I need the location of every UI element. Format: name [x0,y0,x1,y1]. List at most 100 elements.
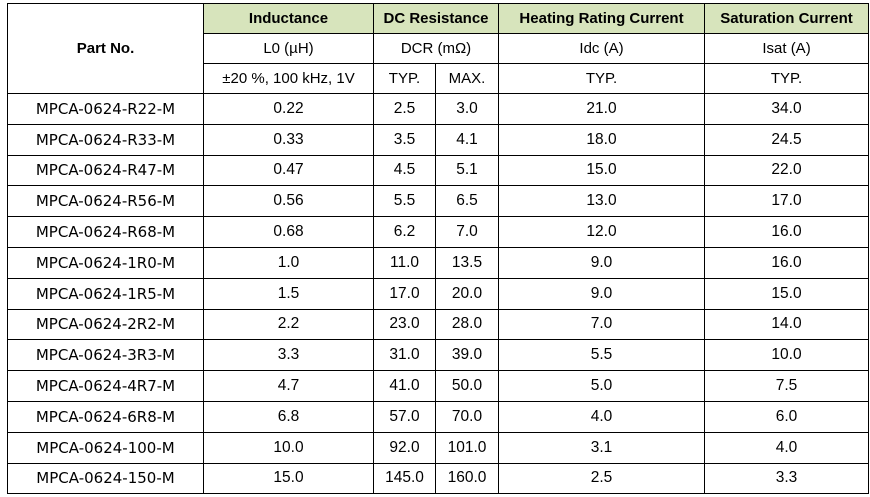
table-row: MPCA-0624-1R0-M 1.0 11.0 13.5 9.0 16.0 [7,246,870,279]
dcr-typ-cell: 41.0 [373,370,436,402]
idc-cell: 7.0 [498,308,706,341]
condition-dcr-typ: TYP. [373,63,436,94]
table-row: MPCA-0624-2R2-M 2.2 23.0 28.0 7.0 14.0 [7,308,870,341]
table-row: MPCA-0624-4R7-M 4.7 41.0 50.0 5.0 7.5 [7,370,870,402]
dcr-typ-cell: 57.0 [373,400,436,433]
unit-isat: Isat (A) [704,33,870,64]
part-number-cell: MPCA-0624-R56-M [7,185,204,218]
isat-cell: 17.0 [704,185,870,218]
idc-cell: 21.0 [498,93,706,125]
isat-cell: 6.0 [704,400,870,433]
part-number-cell: MPCA-0624-1R0-M [7,246,204,279]
table-row: MPCA-0624-1R5-M 1.5 17.0 20.0 9.0 15.0 [7,277,870,310]
dcr-max-cell: 101.0 [434,431,500,464]
idc-cell: 2.5 [498,462,706,495]
part-number-cell: MPCA-0624-R47-M [7,154,204,187]
idc-cell: 15.0 [498,154,706,187]
table-row: MPCA-0624-R47-M 0.47 4.5 5.1 15.0 22.0 [7,154,870,187]
isat-cell: 10.0 [704,339,870,372]
table-row: MPCA-0624-R56-M 0.56 5.5 6.5 13.0 17.0 [7,185,870,218]
header-row-groups: Part No. Inductance DC Resistance Heatin… [7,3,870,94]
header-saturation-current: Saturation Current [704,3,870,34]
unit-idc: Idc (A) [498,33,706,64]
idc-cell: 18.0 [498,123,706,156]
header-heating-rating-current: Heating Rating Current [498,3,706,34]
inductance-cell: 0.47 [203,154,374,187]
dcr-typ-cell: 3.5 [373,123,436,156]
dcr-max-cell: 39.0 [434,339,500,372]
isat-cell: 7.5 [704,370,870,402]
condition-inductance: ±20 %, 100 kHz, 1V [203,63,374,94]
inductance-cell: 3.3 [203,339,374,372]
table-row: MPCA-0624-R68-M 0.68 6.2 7.0 12.0 16.0 [7,216,870,248]
inductance-cell: 1.5 [203,277,374,310]
part-number-cell: MPCA-0624-2R2-M [7,308,204,341]
table-row: MPCA-0624-100-M 10.0 92.0 101.0 3.1 4.0 [7,431,870,464]
dcr-max-cell: 28.0 [434,308,500,341]
header-dc-resistance: DC Resistance [372,3,500,34]
dcr-max-cell: 6.5 [434,185,500,218]
isat-cell: 4.0 [704,431,870,464]
idc-cell: 5.0 [498,370,706,402]
isat-cell: 24.5 [704,123,870,156]
dcr-typ-cell: 11.0 [373,246,436,279]
isat-cell: 15.0 [704,277,870,310]
idc-cell: 4.0 [498,400,706,433]
idc-cell: 9.0 [498,277,706,310]
part-number-cell: MPCA-0624-150-M [7,462,204,495]
part-number-cell: MPCA-0624-6R8-M [7,400,204,433]
idc-cell: 12.0 [498,216,706,248]
table-row: MPCA-0624-3R3-M 3.3 31.0 39.0 5.5 10.0 [7,339,870,372]
idc-cell: 9.0 [498,246,706,279]
unit-inductance: L0 (µH) [203,33,374,64]
inductance-cell: 0.68 [203,216,374,248]
header-row-conditions: ±20 %, 100 kHz, 1V TYP. MAX. TYP. TYP. [8,63,870,94]
dcr-max-cell: 7.0 [434,216,500,248]
dcr-typ-cell: 31.0 [373,339,436,372]
dcr-typ-cell: 2.5 [373,93,436,125]
table-row: MPCA-0624-150-M 15.0 145.0 160.0 2.5 3.3 [7,462,870,495]
condition-dcr-max: MAX. [434,63,500,94]
part-number-cell: MPCA-0624-R68-M [7,216,204,248]
dcr-max-cell: 5.1 [434,154,500,187]
table-row: MPCA-0624-R33-M 0.33 3.5 4.1 18.0 24.5 [7,123,870,156]
inductance-cell: 0.22 [203,93,374,125]
table-row: MPCA-0624-R22-M 0.22 2.5 3.0 21.0 34.0 [7,93,870,125]
inductance-cell: 15.0 [203,462,374,495]
header-part-no: Part No. [7,3,204,94]
dcr-max-cell: 3.0 [434,93,500,125]
inductor-spec-table: Part No. Inductance DC Resistance Heatin… [7,3,870,495]
table-body: MPCA-0624-R22-M 0.22 2.5 3.0 21.0 34.0 MPCA-06… [7,93,870,495]
idc-cell: 3.1 [498,431,706,464]
isat-cell: 3.3 [704,462,870,495]
dcr-typ-cell: 6.2 [373,216,436,248]
isat-cell: 16.0 [704,216,870,248]
inductance-cell: 6.8 [203,400,374,433]
inductance-cell: 1.0 [203,246,374,279]
dcr-typ-cell: 92.0 [373,431,436,464]
isat-cell: 14.0 [704,308,870,341]
part-number-cell: MPCA-0624-1R5-M [7,277,204,310]
inductance-cell: 2.2 [203,308,374,341]
condition-isat: TYP. [704,63,870,94]
isat-cell: 16.0 [704,246,870,279]
inductance-cell: 0.33 [203,123,374,156]
header-inductance: Inductance [203,3,374,34]
part-number-cell: MPCA-0624-100-M [7,431,204,464]
unit-dcr: DCR (mΩ) [372,33,500,64]
dcr-typ-cell: 5.5 [373,185,436,218]
inductance-cell: 4.7 [203,370,374,402]
isat-cell: 22.0 [704,154,870,187]
isat-cell: 34.0 [704,93,870,125]
dcr-typ-cell: 145.0 [373,462,436,495]
idc-cell: 13.0 [498,185,706,218]
idc-cell: 5.5 [498,339,706,372]
table-row: MPCA-0624-6R8-M 6.8 57.0 70.0 4.0 6.0 [7,400,870,433]
dcr-typ-cell: 4.5 [373,154,436,187]
inductance-cell: 0.56 [203,185,374,218]
dcr-typ-cell: 23.0 [373,308,436,341]
dcr-max-cell: 70.0 [434,400,500,433]
dcr-max-cell: 50.0 [434,370,500,402]
inductance-cell: 10.0 [203,431,374,464]
dcr-max-cell: 20.0 [434,277,500,310]
